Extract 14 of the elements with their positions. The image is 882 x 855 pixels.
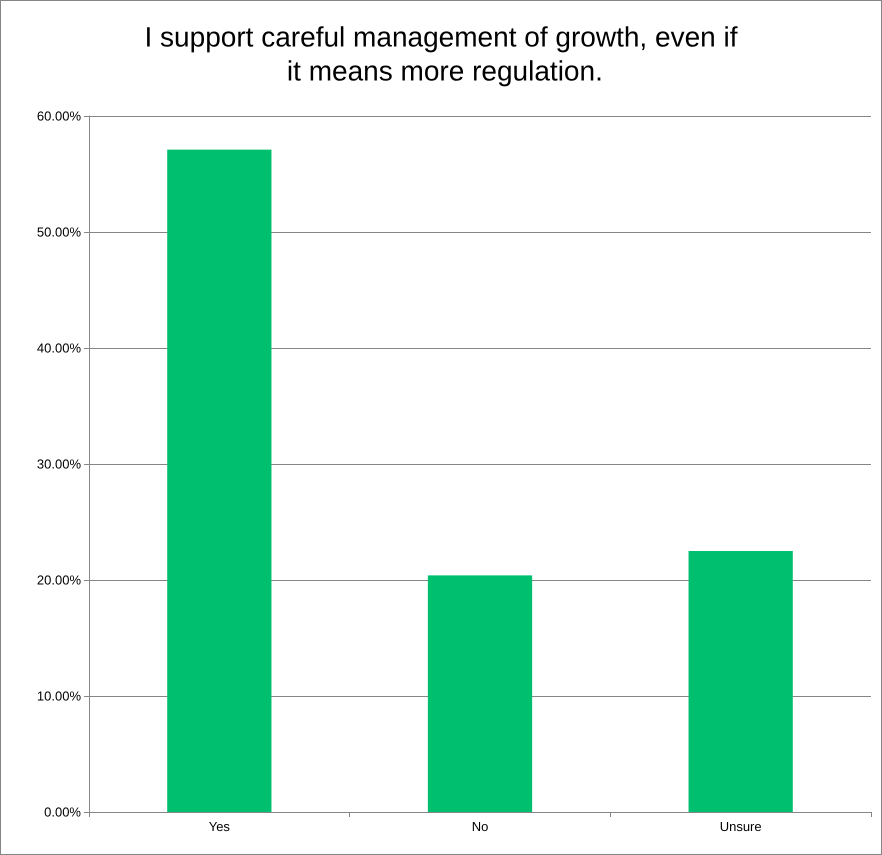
x-tick-label: Yes	[208, 819, 230, 834]
bar	[688, 551, 793, 812]
x-tick-label: Unsure	[720, 819, 762, 834]
y-tick-label: 20.00%	[36, 572, 82, 588]
chart-title: I support careful management of growth, even if it means more regulation.	[144, 22, 738, 86]
y-tick-label: 60.00%	[36, 108, 82, 124]
y-tick-label: 40.00%	[36, 340, 82, 356]
y-tick-label: 50.00%	[36, 224, 82, 240]
bar	[428, 575, 532, 812]
x-tick-label: No	[472, 819, 488, 834]
y-tick-label: 0.00%	[44, 804, 82, 820]
bar	[167, 150, 272, 812]
y-tick-label: 10.00%	[36, 688, 82, 704]
y-tick-label: 30.00%	[36, 456, 82, 472]
